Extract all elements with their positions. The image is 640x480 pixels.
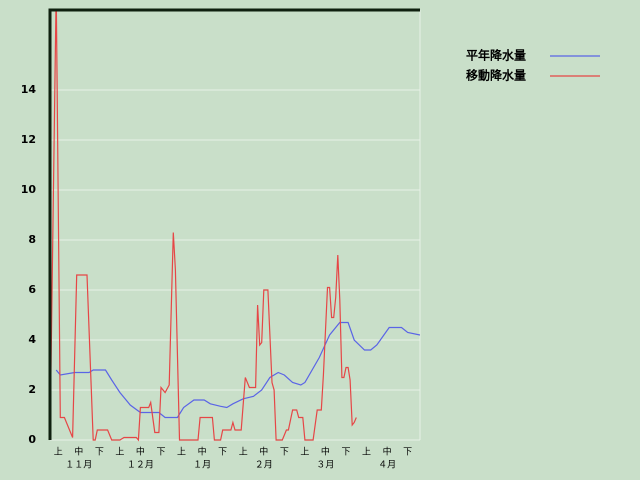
- x-tick-label: 下: [218, 448, 227, 458]
- x-tick-label: 下: [341, 448, 350, 458]
- legend-label: 平年降水量: [466, 48, 526, 63]
- x-tick-label: 下: [95, 448, 104, 458]
- y-tick-label: 8: [28, 233, 36, 246]
- x-tick-label: 上: [177, 447, 186, 458]
- y-tick-label: 14: [21, 83, 37, 96]
- legend-label: 移動降水量: [466, 68, 526, 83]
- y-tick-label: 10: [21, 183, 37, 196]
- month-label: １１月: [65, 460, 92, 471]
- x-tick-label: 上: [239, 447, 248, 458]
- month-label: １月: [193, 460, 211, 471]
- x-tick-label: 上: [362, 447, 371, 458]
- x-tick-label: 中: [198, 446, 207, 458]
- x-tick-label: 中: [259, 446, 268, 458]
- x-tick-label: 下: [156, 448, 165, 458]
- x-tick-label: 下: [403, 448, 412, 458]
- x-tick-label: 中: [383, 446, 392, 458]
- x-tick-label: 上: [54, 447, 63, 458]
- month-label: １２月: [127, 460, 154, 471]
- x-tick-label: 中: [136, 446, 145, 458]
- y-tick-label: 6: [28, 283, 36, 296]
- x-tick-label: 下: [280, 448, 289, 458]
- frame: [48, 8, 420, 440]
- x-tick-label: 中: [74, 446, 83, 458]
- x-tick-label: 上: [115, 447, 124, 458]
- month-label: ２月: [255, 460, 273, 471]
- x-tick-label: 中: [321, 446, 330, 458]
- x-tick-label: 上: [300, 447, 309, 458]
- month-label: ４月: [378, 460, 396, 471]
- y-tick-label: 0: [28, 433, 36, 446]
- y-tick-label: 12: [21, 133, 36, 146]
- y-tick-label: 4: [28, 333, 36, 346]
- y-tick-label: 2: [28, 383, 36, 396]
- series-line: [50, 10, 357, 442]
- month-label: ３月: [316, 460, 334, 471]
